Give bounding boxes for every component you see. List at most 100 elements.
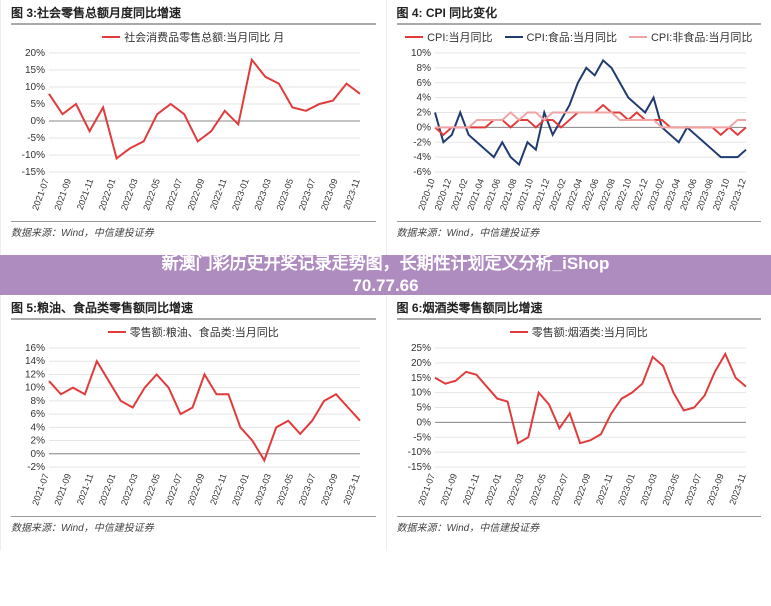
svg-text:-10%: -10% — [407, 447, 430, 458]
svg-text:10%: 10% — [25, 383, 45, 394]
line-chart: -15%-10%-5%0%5%10%15%20%25%2021-072021-0… — [397, 344, 752, 509]
chart-legend: 零售额:烟酒类:当月同比 — [397, 324, 762, 340]
source-text: 数据来源：Wind，中信建投证券 — [11, 516, 376, 534]
series-line — [49, 361, 360, 460]
svg-text:10%: 10% — [410, 388, 430, 399]
svg-text:2021-11: 2021-11 — [75, 472, 95, 506]
overlay-banner: 新澳门彩历史开奖记录走势图，长期性计划定义分析_iShop 70.77.66 — [0, 255, 771, 295]
svg-text:2023-11: 2023-11 — [727, 472, 747, 506]
legend-item: 零售额:粮油、食品类:当月同比 — [108, 324, 279, 340]
chart-legend: CPI:当月同比 CPI:食品:当月同比 CPI:非食品:当月同比 — [397, 29, 762, 45]
svg-text:0%: 0% — [416, 122, 431, 133]
svg-text:0%: 0% — [31, 449, 46, 460]
svg-text:2022-01: 2022-01 — [97, 472, 118, 506]
svg-text:2023-05: 2023-05 — [275, 177, 296, 211]
svg-text:2023-09: 2023-09 — [704, 472, 725, 506]
svg-text:2022-03: 2022-03 — [505, 472, 526, 506]
svg-text:15%: 15% — [410, 373, 430, 384]
svg-text:10%: 10% — [410, 49, 430, 59]
svg-text:-2%: -2% — [27, 462, 45, 473]
svg-text:15%: 15% — [25, 65, 45, 76]
svg-text:2022-05: 2022-05 — [527, 472, 548, 506]
legend-item: 零售额:烟酒类:当月同比 — [510, 324, 648, 340]
panel-chart-6: 图 6:烟酒类零售额同比增速零售额:烟酒类:当月同比-15%-10%-5%0%5… — [386, 295, 771, 550]
legend-item: CPI:非食品:当月同比 — [629, 29, 752, 45]
svg-text:-15%: -15% — [22, 167, 45, 178]
svg-text:-4%: -4% — [413, 152, 431, 163]
svg-text:-6%: -6% — [413, 167, 431, 178]
svg-text:2023-11: 2023-11 — [341, 177, 361, 211]
svg-text:16%: 16% — [25, 344, 45, 354]
svg-text:2022-01: 2022-01 — [482, 472, 503, 506]
svg-text:2022-05: 2022-05 — [141, 472, 162, 506]
svg-text:2023-07: 2023-07 — [297, 472, 318, 506]
svg-text:14%: 14% — [25, 356, 45, 367]
svg-text:2023-03: 2023-03 — [638, 472, 659, 506]
svg-text:-5%: -5% — [27, 133, 45, 144]
svg-text:8%: 8% — [31, 396, 46, 407]
svg-text:2023-05: 2023-05 — [275, 472, 296, 506]
svg-text:10%: 10% — [25, 82, 45, 93]
svg-text:-10%: -10% — [22, 150, 45, 161]
svg-text:5%: 5% — [416, 403, 431, 414]
chart-title: 图 5:粮油、食品类零售额同比增速 — [11, 299, 376, 320]
chart-title: 图 4: CPI 同比变化 — [397, 4, 762, 25]
svg-text:2022-09: 2022-09 — [186, 472, 207, 506]
svg-text:6%: 6% — [31, 409, 46, 420]
svg-text:5%: 5% — [31, 99, 46, 110]
panel-chart-4: 图 4: CPI 同比变化 CPI:当月同比 CPI:食品:当月同比 CPI:非食品:… — [386, 0, 771, 255]
svg-text:2021-09: 2021-09 — [438, 472, 459, 506]
legend-swatch — [510, 331, 528, 333]
chart-title: 图 6:烟酒类零售额同比增速 — [397, 299, 762, 320]
chart-legend: 社会消费品零售总额:当月同比 月 — [11, 29, 376, 45]
svg-text:2023-11: 2023-11 — [341, 472, 361, 506]
legend-swatch — [108, 331, 126, 333]
svg-text:2023-07: 2023-07 — [682, 472, 703, 506]
svg-text:2%: 2% — [416, 108, 431, 119]
svg-text:2022-11: 2022-11 — [208, 177, 228, 211]
svg-text:2023-05: 2023-05 — [660, 472, 681, 506]
chart-grid: 图 3:社会零售总额月度同比增速社会消费品零售总额:当月同比 月-15%-10%… — [0, 0, 771, 606]
svg-text:8%: 8% — [416, 63, 431, 74]
legend-item: CPI:当月同比 — [405, 29, 492, 45]
svg-text:2022-11: 2022-11 — [208, 472, 228, 506]
series-line — [435, 113, 746, 128]
svg-text:2021-07: 2021-07 — [416, 472, 437, 506]
line-chart: -15%-10%-5%0%5%10%15%20%2021-072021-0920… — [11, 49, 366, 214]
line-chart: -6%-4%-2%0%2%4%6%8%10%2020-102020-122021… — [397, 49, 752, 214]
svg-text:-15%: -15% — [407, 462, 430, 473]
svg-text:2023-03: 2023-03 — [252, 177, 273, 211]
svg-text:2022-07: 2022-07 — [163, 177, 184, 211]
legend-item: 社会消费品零售总额:当月同比 月 — [102, 29, 284, 45]
svg-text:4%: 4% — [416, 93, 431, 104]
svg-text:2022-09: 2022-09 — [571, 472, 592, 506]
svg-text:2022-07: 2022-07 — [163, 472, 184, 506]
svg-text:2023-09: 2023-09 — [319, 472, 340, 506]
legend-label: 零售额:烟酒类:当月同比 — [532, 324, 648, 340]
legend-item: CPI:食品:当月同比 — [505, 29, 617, 45]
svg-text:2021-07: 2021-07 — [30, 177, 51, 211]
svg-text:2023-01: 2023-01 — [230, 177, 251, 211]
svg-text:6%: 6% — [416, 78, 431, 89]
panel-chart-5: 图 5:粮油、食品类零售额同比增速零售额:粮油、食品类:当月同比-2%0%2%4… — [0, 295, 386, 550]
svg-text:2022-09: 2022-09 — [186, 177, 207, 211]
svg-text:20%: 20% — [410, 358, 430, 369]
source-text: 数据来源：Wind，中信建投证券 — [11, 221, 376, 239]
svg-text:2021-09: 2021-09 — [52, 472, 73, 506]
line-chart: -2%0%2%4%6%8%10%12%14%16%2021-072021-092… — [11, 344, 366, 509]
svg-text:2021-11: 2021-11 — [460, 472, 480, 506]
source-text: 数据来源：Wind，中信建投证券 — [397, 516, 762, 534]
svg-text:2023-01: 2023-01 — [230, 472, 251, 506]
svg-text:2023-09: 2023-09 — [319, 177, 340, 211]
legend-swatch — [629, 36, 647, 38]
svg-text:0%: 0% — [416, 417, 431, 428]
svg-text:-2%: -2% — [413, 137, 431, 148]
svg-text:0%: 0% — [31, 116, 46, 127]
svg-text:2023-07: 2023-07 — [297, 177, 318, 211]
source-text: 数据来源：Wind，中信建投证券 — [397, 221, 762, 239]
series-line — [435, 354, 746, 443]
svg-text:2023-01: 2023-01 — [616, 472, 637, 506]
svg-text:2023-03: 2023-03 — [252, 472, 273, 506]
svg-text:2022-01: 2022-01 — [97, 177, 118, 211]
svg-text:12%: 12% — [25, 369, 45, 380]
